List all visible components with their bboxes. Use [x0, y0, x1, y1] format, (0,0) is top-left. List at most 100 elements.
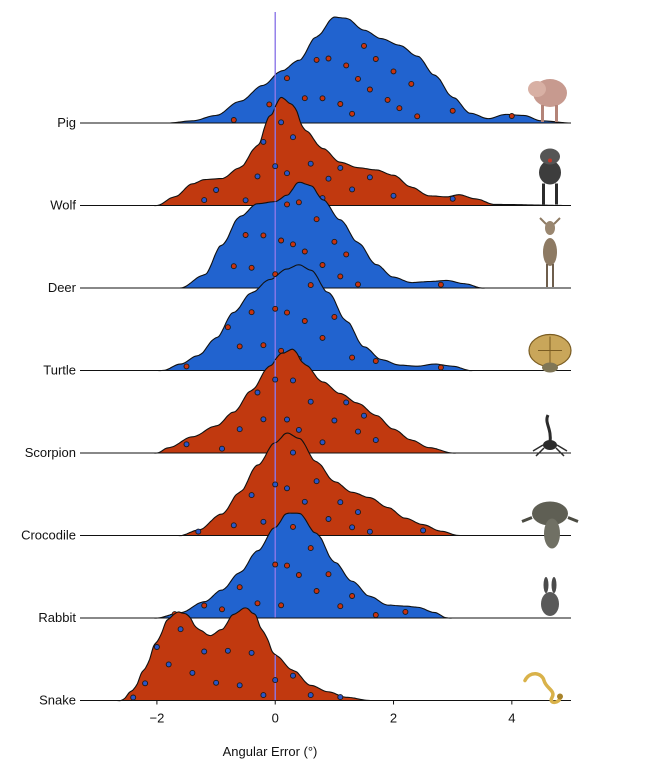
data-point: [319, 334, 326, 341]
data-point: [449, 107, 456, 114]
snake-body-shape: [523, 672, 562, 705]
data-point: [213, 187, 220, 193]
scorpion-icon: [532, 414, 568, 457]
x-tick-label: 2: [390, 711, 397, 726]
data-point: [177, 626, 184, 633]
row-label: Scorpion: [25, 445, 76, 460]
data-point: [284, 485, 290, 492]
data-point: [402, 608, 409, 615]
data-point: [372, 437, 379, 444]
x-axis-title: Angular Error (°): [223, 744, 318, 759]
row-label: Deer: [48, 280, 77, 295]
data-point: [343, 62, 350, 69]
data-point: [301, 248, 308, 255]
data-point: [224, 324, 231, 331]
data-point: [361, 412, 367, 419]
data-point: [313, 56, 320, 63]
data-point: [337, 694, 344, 701]
data-point: [307, 398, 314, 405]
data-point: [278, 602, 285, 609]
data-point: [290, 523, 296, 530]
data-point: [242, 197, 249, 204]
data-point: [183, 441, 190, 448]
rabbit-body-shape: [541, 592, 559, 616]
data-point: [290, 241, 296, 248]
pig-leg-shape: [555, 105, 558, 122]
data-point: [260, 138, 267, 145]
data-point: [260, 692, 267, 699]
x-tick-label: 4: [508, 711, 515, 726]
data-point: [260, 518, 267, 525]
data-point: [313, 588, 320, 594]
ridges-layer: Pig Wolf Deer Turtle Scorpion Crocodile Rabbit…: [21, 12, 579, 708]
data-point: [349, 110, 356, 117]
data-point: [278, 237, 285, 244]
data-point: [242, 232, 249, 238]
data-point: [331, 238, 338, 245]
density-ridge: [80, 607, 571, 702]
wolf-leg-shape: [542, 183, 545, 205]
ridge-row-pig: Pig: [57, 16, 572, 130]
row-label: Turtle: [43, 363, 76, 378]
data-point: [331, 417, 338, 424]
data-point: [230, 117, 237, 123]
data-point: [248, 264, 255, 271]
density-ridge: [79, 16, 572, 124]
data-point: [236, 426, 243, 433]
row-label: Pig: [57, 115, 76, 130]
crocodile-head-shape: [544, 518, 560, 549]
row-label: Crocodile: [21, 528, 76, 543]
data-point: [414, 113, 421, 120]
pig-leg-shape: [541, 105, 544, 122]
data-point: [372, 358, 379, 364]
data-point: [349, 593, 356, 599]
crocodile-icon: [521, 501, 579, 549]
rabbit-icon: [541, 577, 559, 616]
data-point: [437, 281, 444, 288]
data-point: [355, 509, 361, 516]
data-point: [183, 363, 190, 370]
data-point: [301, 318, 308, 324]
rabbit-ear-shape: [543, 577, 549, 593]
data-point: [201, 648, 208, 655]
data-point: [295, 426, 302, 433]
data-point: [189, 669, 196, 676]
data-point: [272, 163, 279, 170]
data-point: [230, 263, 237, 270]
data-point: [307, 545, 314, 552]
turtle-head-shape: [542, 362, 558, 373]
data-point: [319, 95, 326, 102]
data-point: [260, 232, 267, 239]
data-point: [390, 68, 397, 75]
deer-icon: [539, 217, 561, 287]
ridge-row-scorpion: Scorpion: [25, 348, 571, 460]
turtle-pattern-shape: [538, 336, 562, 365]
data-point: [260, 416, 267, 423]
data-point: [213, 679, 220, 686]
deer-ear-shape: [539, 217, 561, 225]
data-point: [290, 449, 296, 456]
data-point: [284, 309, 290, 316]
wolf-mouth-shape: [548, 158, 552, 163]
ridge-row-deer: Deer: [48, 181, 571, 295]
data-point: [343, 399, 350, 406]
data-point: [313, 216, 320, 223]
data-point: [372, 612, 379, 618]
data-point: [153, 644, 160, 650]
data-point: [355, 281, 361, 288]
data-point: [361, 42, 367, 49]
wolf-leg-shape: [555, 183, 558, 205]
scorpion-body-shape: [543, 440, 557, 450]
data-point: [165, 661, 172, 668]
wolf-icon: [539, 148, 561, 205]
data-point: [301, 95, 308, 102]
data-point: [337, 603, 344, 610]
data-point: [331, 313, 338, 320]
data-point: [284, 416, 290, 423]
data-point: [349, 524, 356, 531]
scorpion-legs-shape: [532, 444, 568, 457]
data-point: [290, 377, 296, 384]
data-point: [260, 342, 267, 349]
data-point: [366, 528, 373, 535]
data-point: [508, 113, 515, 119]
